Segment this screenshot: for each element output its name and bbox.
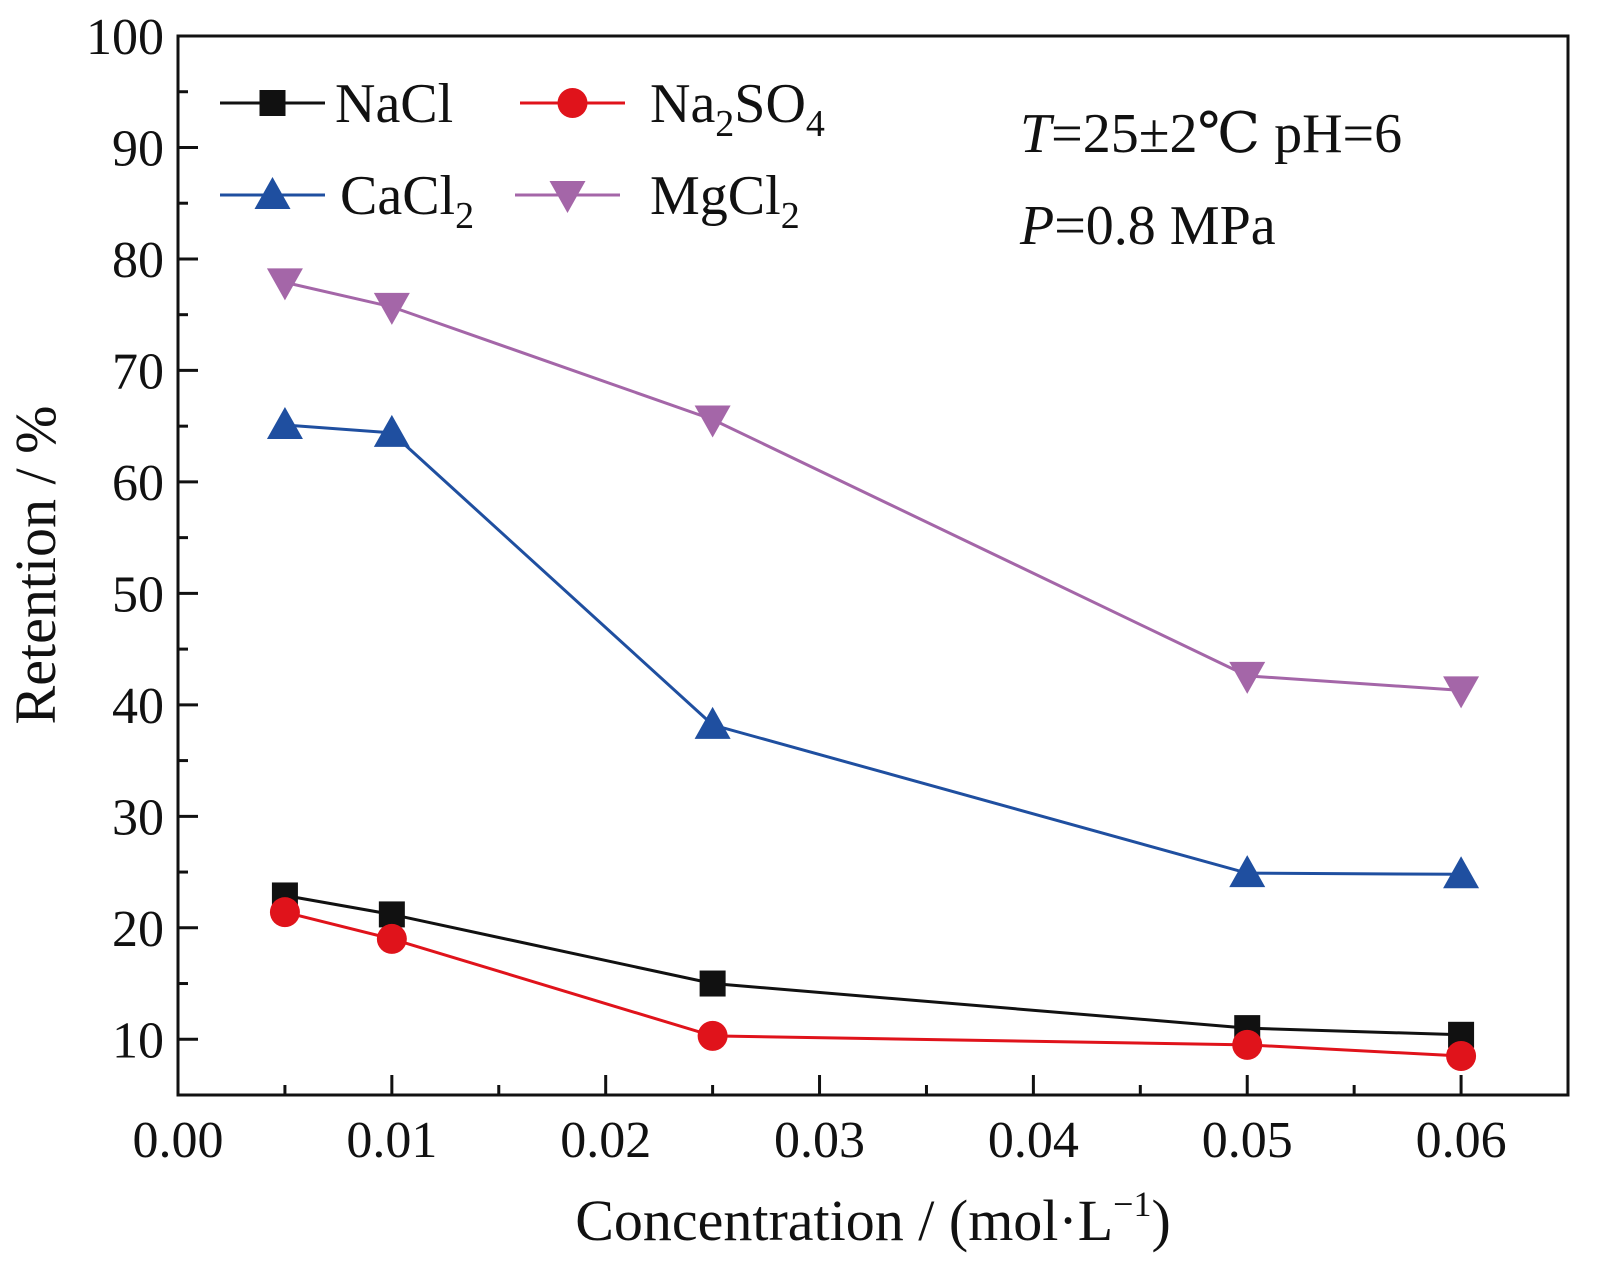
data-point (694, 706, 731, 739)
legend-label: Na2SO4 (650, 73, 825, 145)
y-tick-label: 90 (112, 120, 164, 177)
x-tick-label: 0.00 (133, 1112, 224, 1169)
y-tick-label: 70 (112, 343, 164, 400)
legend: NaCl Na2SO4 CaCl2 MgCl2 (220, 73, 825, 237)
data-point (376, 923, 407, 954)
data-point (694, 405, 731, 438)
conditions-line-2: P=0.8 MPa (1019, 195, 1276, 257)
series-layer (266, 268, 1480, 1071)
legend-marker (549, 181, 586, 213)
plot-area (176, 34, 1570, 1097)
legend-label: CaCl2 (340, 165, 474, 237)
y-tick-label: 40 (112, 678, 164, 735)
data-point (378, 901, 405, 928)
data-point (1229, 661, 1266, 694)
y-tick-label: 20 (112, 901, 164, 958)
series-NaCl (271, 882, 1475, 1048)
data-point (1446, 1040, 1477, 1071)
legend-label: NaCl (335, 73, 453, 135)
x-tick-label: 0.04 (988, 1112, 1079, 1169)
data-point (1229, 855, 1266, 888)
legend-item-NaCl: NaCl (220, 73, 453, 135)
x-tick-label: 0.01 (346, 1112, 437, 1169)
data-point (266, 407, 303, 440)
legend-marker (557, 88, 588, 118)
x-axis-ticks: 0.00 0.01 0.02 0.03 0.04 0.05 0.06 (133, 1075, 1507, 1169)
data-point (1232, 1029, 1263, 1060)
series-line (284, 423, 1462, 876)
legend-marker (254, 177, 291, 209)
x-tick-label: 0.03 (774, 1112, 865, 1169)
series-line (284, 280, 1462, 692)
legend-item-Na2SO4: Na2SO4 (520, 73, 825, 145)
data-point (1443, 856, 1480, 889)
conditions-line-1: T=25±2℃ pH=6 (1020, 103, 1402, 165)
series-line (284, 910, 1462, 1058)
data-point (373, 414, 410, 447)
y-tick-label: 30 (112, 789, 164, 846)
y-axis-ticks: 10 20 30 40 50 60 70 80 90 100 (86, 9, 198, 1097)
y-tick-label: 100 (86, 9, 164, 66)
y-tick-label: 60 (112, 455, 164, 512)
legend-item-MgCl2: MgCl2 (515, 165, 800, 237)
legend-label: MgCl2 (650, 165, 800, 237)
data-point (373, 292, 410, 325)
data-point (1443, 676, 1480, 709)
legend-item-CaCl2: CaCl2 (220, 165, 474, 237)
x-tick-label: 0.05 (1202, 1112, 1293, 1169)
series-line (284, 893, 1462, 1037)
data-point (266, 268, 303, 301)
data-point (269, 897, 300, 928)
data-point (699, 970, 726, 997)
series-Na2SO4 (269, 897, 1477, 1071)
series-CaCl2 (266, 407, 1480, 889)
y-tick-label: 80 (112, 232, 164, 289)
data-point (697, 1020, 728, 1051)
y-tick-label: 10 (112, 1012, 164, 1069)
series-MgCl2 (266, 268, 1480, 709)
y-axis-title: Retention / % (3, 406, 68, 725)
legend-marker (259, 90, 286, 116)
x-tick-label: 0.06 (1416, 1112, 1507, 1169)
x-tick-label: 0.02 (560, 1112, 651, 1169)
y-tick-label: 50 (112, 566, 164, 623)
x-axis-title: Concentration / (mol·L−1) (575, 1184, 1171, 1253)
